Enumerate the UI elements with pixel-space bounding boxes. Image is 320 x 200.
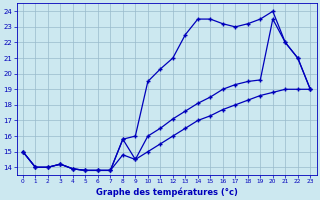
X-axis label: Graphe des températures (°c): Graphe des températures (°c) (96, 187, 237, 197)
